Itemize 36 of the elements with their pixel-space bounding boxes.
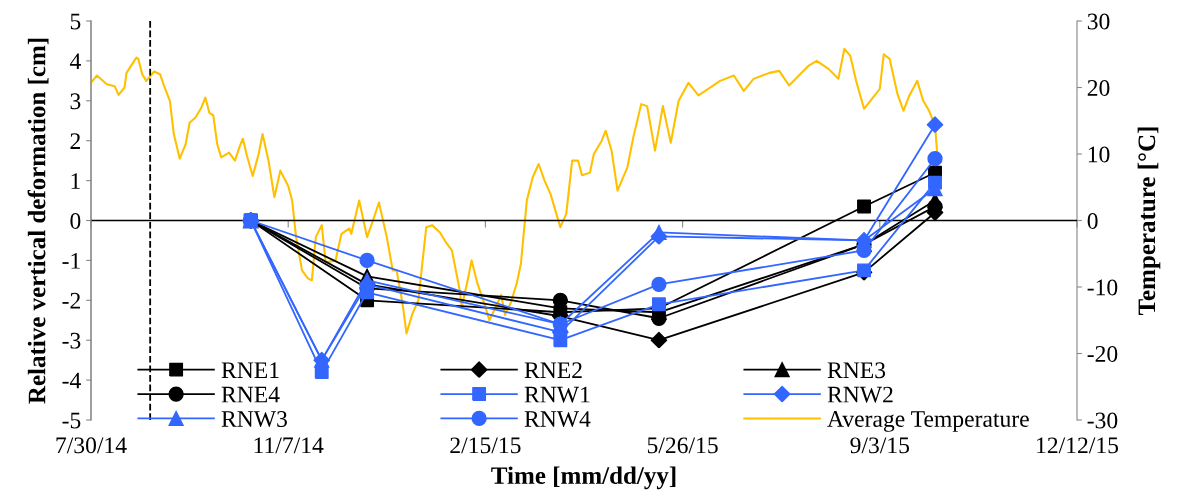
y2-tick-label: -10 [1087, 279, 1118, 296]
y-axis-title: Relative vertical deformation [cm] [27, 38, 49, 404]
legend-label: RNW2 [827, 386, 893, 403]
y-tick-label: 4 [69, 53, 81, 70]
legend-label: Average Temperature [827, 411, 1029, 432]
legend-label: RNE3 [827, 362, 886, 379]
x-tick-label: 12/12/15 [1037, 437, 1119, 454]
legend-label: RNW4 [524, 411, 591, 428]
x-tick-label: 2/15/15 [450, 437, 521, 454]
legend-label: RNE1 [221, 362, 279, 378]
legend-label: RNW1 [524, 386, 590, 403]
y-tick-label: 1 [71, 173, 80, 189]
x-tick-label: 11/7/14 [254, 437, 324, 454]
x-tick-label: 7/30/14 [56, 437, 127, 454]
y2-tick-label: 10 [1088, 146, 1110, 163]
y-tick-label: 5 [70, 13, 81, 30]
legend-label: RNW3 [221, 411, 287, 428]
y-tick-label: -3 [62, 332, 81, 349]
y-tick-label: 3 [70, 93, 81, 110]
y-tick-label: -1 [62, 253, 80, 269]
y2-tick-label: -20 [1087, 345, 1118, 362]
y-tick-label: -4 [62, 372, 81, 389]
legend-label: RNE2 [524, 362, 582, 378]
x-tick-label: 9/3/15 [850, 437, 910, 454]
y2-tick-label: 0 [1087, 212, 1098, 229]
y2-tick-label: 20 [1087, 79, 1110, 96]
y-tick-label: 2 [70, 133, 80, 149]
y2-tick-label: 30 [1087, 13, 1110, 30]
y2-axis-title: Temperature [°C] [1137, 127, 1161, 316]
y-tick-label: -2 [62, 292, 80, 309]
y-tick-label: 0 [70, 212, 81, 229]
x-tick-label: 5/26/15 [647, 437, 718, 454]
y2-tick-label: -30 [1087, 412, 1118, 429]
y-tick-label: -5 [62, 412, 81, 429]
legend-label: RNE4 [221, 386, 280, 403]
x-axis-title: Time [mm/dd/yy] [491, 466, 676, 490]
